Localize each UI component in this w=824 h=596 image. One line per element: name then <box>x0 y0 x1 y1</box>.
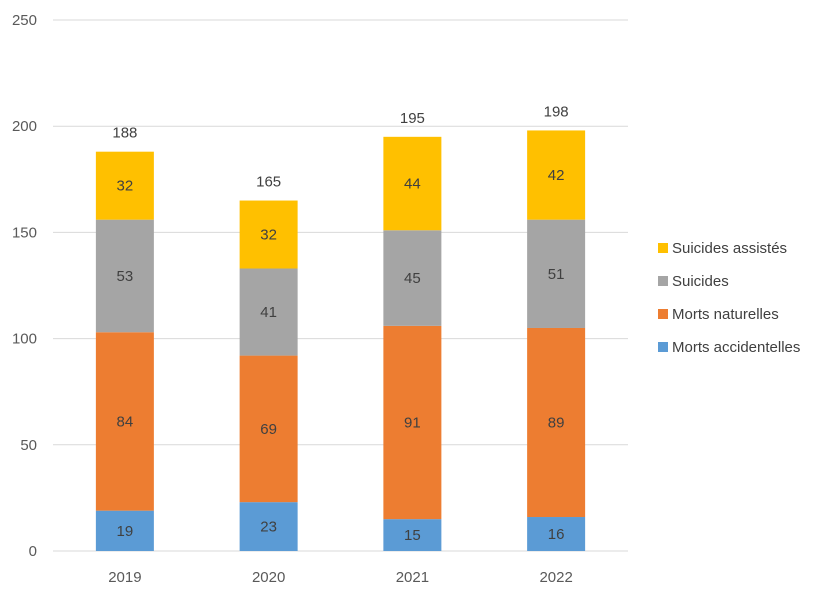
bar-segment <box>95 219 154 333</box>
data-label: 51 <box>548 266 565 283</box>
legend: Suicides assistés Suicides Morts naturelle… <box>658 240 800 356</box>
total-label: 188 <box>112 125 137 142</box>
y-tick-label: 250 <box>12 12 37 29</box>
data-label: 84 <box>117 413 134 430</box>
x-tick-label: 2019 <box>108 569 141 586</box>
x-tick-label: 2020 <box>252 569 285 586</box>
bar-segment <box>95 510 154 551</box>
data-label: 23 <box>260 519 277 536</box>
bar-segment <box>95 151 154 220</box>
legend-swatch <box>658 342 668 352</box>
bar-segment <box>527 517 586 551</box>
legend-label: Morts naturelles <box>672 306 779 323</box>
x-tick-label: 2021 <box>396 569 429 586</box>
legend-label: Suicides assistés <box>672 240 787 257</box>
total-label: 165 <box>256 174 281 191</box>
legend-label: Suicides <box>672 273 729 290</box>
bar-segment <box>527 219 586 328</box>
bar-segment <box>527 327 586 518</box>
y-tick-label: 50 <box>20 437 37 454</box>
legend-label: Morts accidentelles <box>672 339 800 356</box>
data-label: 53 <box>117 268 134 285</box>
data-label: 42 <box>548 167 565 184</box>
data-label: 41 <box>260 304 277 321</box>
bar-segment <box>239 502 298 551</box>
total-label: 195 <box>400 110 425 127</box>
data-label: 91 <box>404 414 421 431</box>
bar-segment <box>383 136 442 231</box>
bar-segment <box>383 230 442 326</box>
total-label: 198 <box>544 103 569 120</box>
y-tick-label: 200 <box>12 118 37 135</box>
legend-swatch <box>658 243 668 253</box>
data-label: 69 <box>260 421 277 438</box>
y-tick-label: 100 <box>12 331 37 348</box>
bars: 19 84 53 32 188 23 69 41 32 165 15 91 45 44 195 16 89 51 4… <box>95 103 586 551</box>
bar-segment <box>383 519 442 551</box>
y-tick-label: 0 <box>29 543 37 560</box>
data-label: 44 <box>404 176 421 193</box>
data-label: 19 <box>117 523 134 540</box>
bar-segment <box>239 200 298 269</box>
bar-segment <box>239 355 298 503</box>
legend-swatch <box>658 309 668 319</box>
data-label: 32 <box>260 227 277 244</box>
bar-segment <box>95 332 154 511</box>
data-label: 32 <box>117 178 134 195</box>
x-tick-label: 2022 <box>539 569 572 586</box>
data-label: 89 <box>548 414 565 431</box>
x-axis-ticks: 2019 2020 2021 2022 <box>108 569 573 586</box>
y-tick-label: 150 <box>12 224 37 241</box>
legend-swatch <box>658 276 668 286</box>
bar-segment <box>383 325 442 520</box>
bar-segment <box>527 130 586 220</box>
data-label: 15 <box>404 527 421 544</box>
data-label: 16 <box>548 526 565 543</box>
bar-segment <box>239 268 298 356</box>
y-axis-ticks: 0 50 100 150 200 250 <box>12 12 37 560</box>
data-label: 45 <box>404 270 421 287</box>
